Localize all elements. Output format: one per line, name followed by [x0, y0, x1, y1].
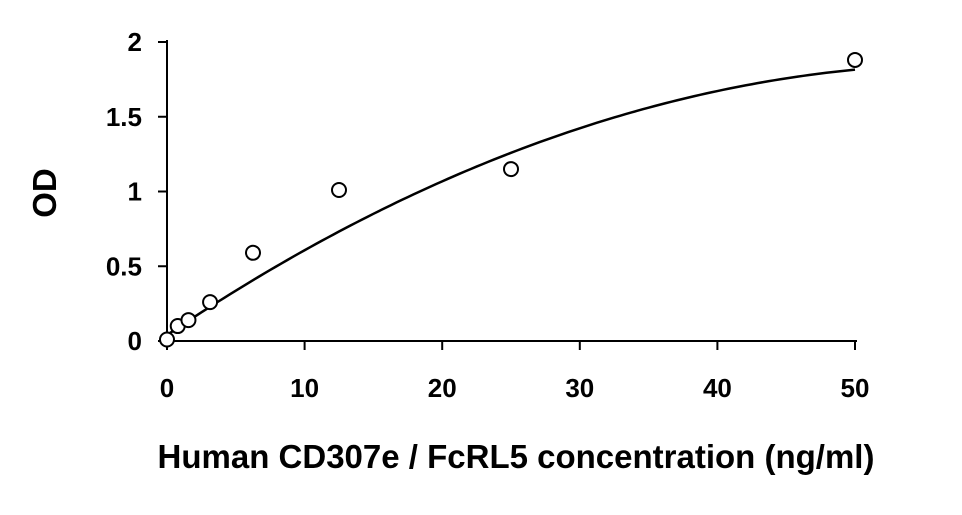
- data-point: [245, 244, 261, 261]
- x-tick-label: 10: [290, 373, 319, 403]
- y-tick-label: 0.5: [106, 251, 142, 281]
- x-tick-label: 30: [565, 373, 594, 403]
- y-tick-label: 2: [128, 27, 142, 57]
- data-point: [180, 312, 197, 329]
- x-tick-label: 40: [703, 373, 732, 403]
- y-tick-labels: 0 0.5 1 1.5 2: [106, 27, 142, 356]
- y-tick-label: 1: [128, 177, 142, 207]
- x-axis-title: Human CD307e / FcRL5 concentration (ng/m…: [158, 438, 875, 475]
- x-tick-label: 0: [160, 373, 174, 403]
- data-point: [202, 294, 219, 311]
- tick-marks: [158, 41, 856, 350]
- data-point: [847, 51, 863, 68]
- data-points: [159, 51, 863, 348]
- y-tick-label: 0: [128, 326, 142, 356]
- x-tick-label: 50: [841, 373, 870, 403]
- y-axis-title: OD: [26, 168, 63, 218]
- data-point: [331, 182, 347, 199]
- fit-curve: [166, 68, 856, 337]
- data-point: [159, 331, 175, 348]
- x-tick-labels: 0 10 20 30 40 50: [160, 373, 870, 403]
- x-tick-label: 20: [428, 373, 457, 403]
- y-tick-label: 1.5: [106, 102, 142, 132]
- data-point: [503, 161, 519, 178]
